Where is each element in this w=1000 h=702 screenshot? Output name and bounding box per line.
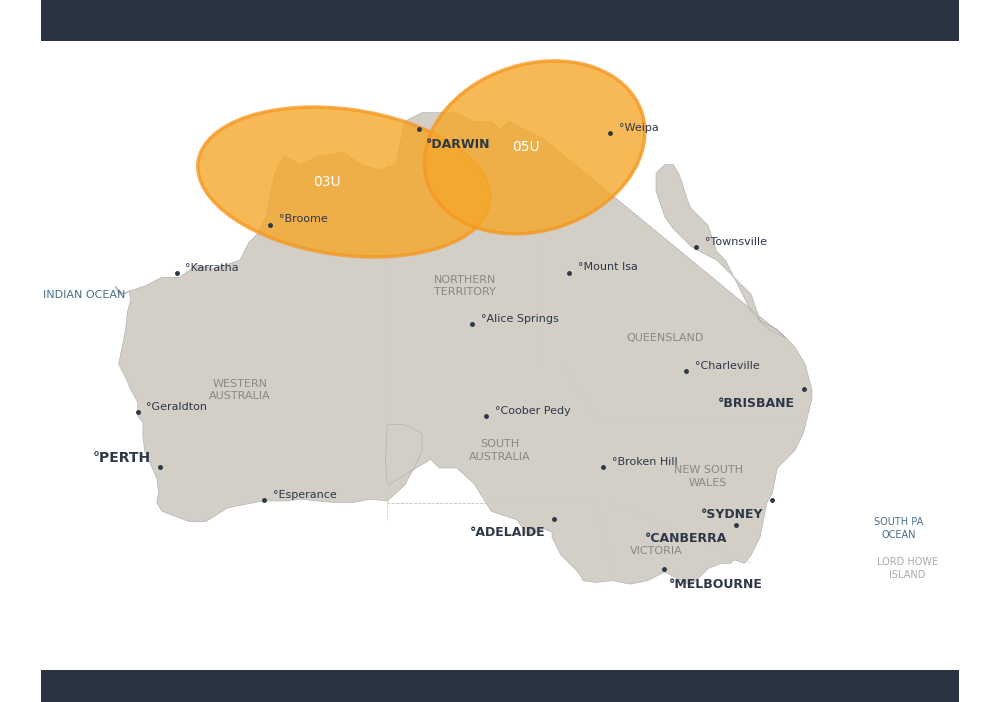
Text: °Broken Hill: °Broken Hill bbox=[612, 457, 678, 467]
Text: °SYDNEY: °SYDNEY bbox=[701, 508, 764, 521]
Bar bbox=[41, 0, 959, 41]
Text: °BRISBANE: °BRISBANE bbox=[718, 397, 795, 410]
Text: INDIAN OCEAN: INDIAN OCEAN bbox=[43, 290, 125, 300]
Text: °Geraldton: °Geraldton bbox=[146, 402, 207, 412]
Text: °CANBERRA: °CANBERRA bbox=[645, 532, 728, 545]
Text: 05U: 05U bbox=[512, 140, 540, 154]
Text: °Mount Isa: °Mount Isa bbox=[578, 263, 638, 272]
Text: °MELBOURNE: °MELBOURNE bbox=[669, 578, 763, 591]
Text: VICTORIA: VICTORIA bbox=[630, 546, 682, 556]
Text: SOUTH PA
OCEAN: SOUTH PA OCEAN bbox=[874, 517, 923, 540]
Text: °Alice Springs: °Alice Springs bbox=[481, 314, 558, 324]
Text: 03U: 03U bbox=[313, 175, 340, 189]
Text: °DARWIN: °DARWIN bbox=[426, 138, 491, 152]
Polygon shape bbox=[115, 112, 812, 586]
Ellipse shape bbox=[424, 61, 645, 234]
Bar bbox=[41, 670, 959, 702]
Text: SOUTH
AUSTRALIA: SOUTH AUSTRALIA bbox=[469, 439, 531, 462]
Text: NORTHERN
TERRITORY: NORTHERN TERRITORY bbox=[434, 274, 497, 297]
Text: °Karratha: °Karratha bbox=[185, 263, 239, 272]
Text: °Townsville: °Townsville bbox=[705, 237, 767, 247]
Text: LORD HOWE
ISLAND: LORD HOWE ISLAND bbox=[877, 557, 938, 580]
Text: °Esperance: °Esperance bbox=[273, 490, 337, 500]
Text: °Coober Pedy: °Coober Pedy bbox=[495, 406, 571, 416]
Text: WESTERN
AUSTRALIA: WESTERN AUSTRALIA bbox=[209, 379, 271, 402]
Text: °ADELAIDE: °ADELAIDE bbox=[469, 526, 545, 539]
Text: °Charleville: °Charleville bbox=[695, 361, 760, 371]
Text: NEW SOUTH
WALES: NEW SOUTH WALES bbox=[674, 465, 742, 488]
Text: °PERTH: °PERTH bbox=[93, 451, 151, 465]
Text: °Weipa: °Weipa bbox=[619, 123, 659, 133]
Text: °Broome: °Broome bbox=[279, 214, 327, 225]
Text: QUEENSLAND: QUEENSLAND bbox=[626, 333, 703, 343]
Ellipse shape bbox=[198, 107, 490, 257]
